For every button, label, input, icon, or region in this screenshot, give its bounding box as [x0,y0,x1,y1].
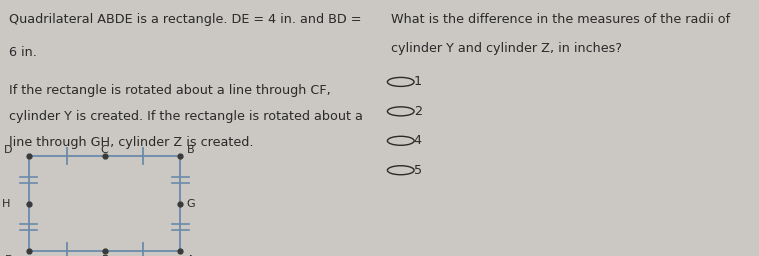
Text: D: D [4,145,12,155]
Text: 6 in.: 6 in. [9,46,37,59]
Text: H: H [2,198,10,209]
Text: C: C [101,145,109,155]
Text: F: F [102,255,108,256]
Text: B: B [187,145,194,155]
Text: G: G [187,198,195,209]
Text: If the rectangle is rotated about a line through CF,: If the rectangle is rotated about a line… [9,84,331,98]
Text: 1: 1 [414,76,422,88]
Text: cylinder Y is created. If the rectangle is rotated about a: cylinder Y is created. If the rectangle … [9,110,363,123]
Text: A: A [187,255,194,256]
Text: E: E [5,255,12,256]
Text: 5: 5 [414,164,422,177]
Text: 4: 4 [414,134,422,147]
Text: line through GH, cylinder Z is created.: line through GH, cylinder Z is created. [9,136,254,149]
Text: cylinder Y and cylinder Z, in inches?: cylinder Y and cylinder Z, in inches? [391,42,622,55]
Text: What is the difference in the measures of the radii of: What is the difference in the measures o… [391,13,730,26]
Text: Quadrilateral ABDE is a rectangle. DE = 4 in. and BD =: Quadrilateral ABDE is a rectangle. DE = … [9,13,361,26]
Text: 2: 2 [414,105,422,118]
